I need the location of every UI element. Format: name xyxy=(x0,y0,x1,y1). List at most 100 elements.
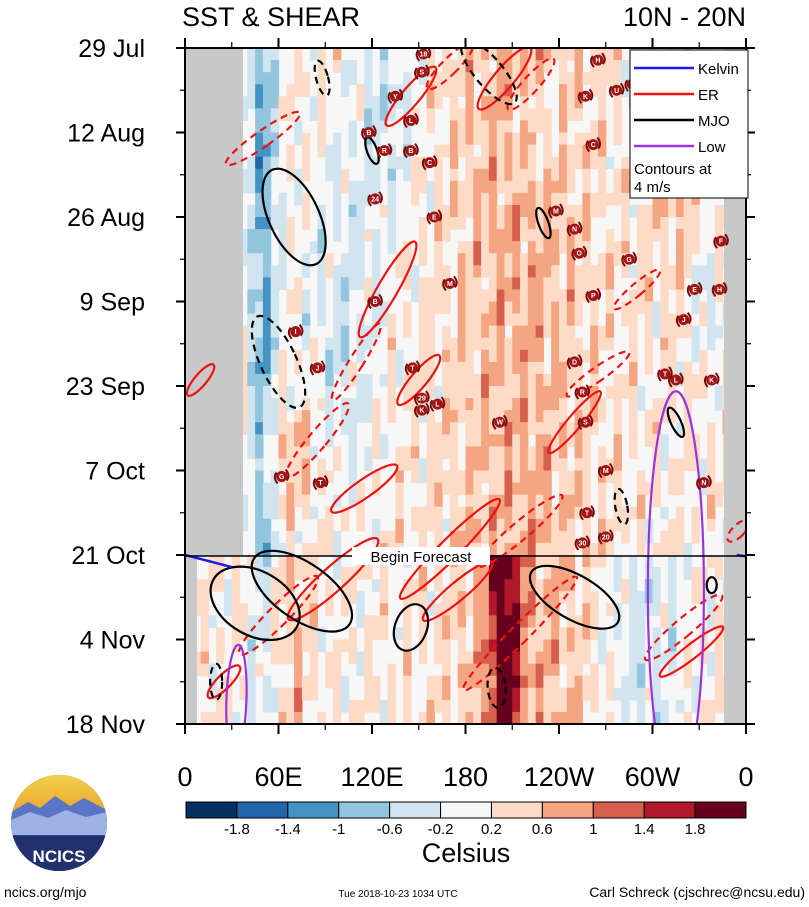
heat-cell xyxy=(301,542,311,556)
heat-cell xyxy=(535,217,545,230)
heat-cell xyxy=(356,204,365,218)
heat-cell xyxy=(535,651,545,665)
heat-cell xyxy=(535,301,545,315)
heat-cell xyxy=(605,386,615,399)
heat-cell xyxy=(294,289,303,303)
heat-cell xyxy=(481,591,490,604)
heat-cell xyxy=(504,120,513,134)
heat-cell xyxy=(605,663,615,677)
heat-cell xyxy=(457,615,467,629)
heat-cell xyxy=(543,325,552,339)
heat-cell xyxy=(387,337,396,351)
heat-cell xyxy=(325,651,334,665)
heat-cell xyxy=(270,204,280,218)
heat-cell xyxy=(473,422,482,435)
heat-cell xyxy=(527,530,537,544)
storm-marker-dot xyxy=(405,114,417,126)
heat-cell xyxy=(597,60,607,73)
heat-cell xyxy=(200,711,209,724)
heat-cell xyxy=(481,494,490,508)
heat-cell xyxy=(621,192,630,206)
heat-cell xyxy=(309,663,319,677)
heat-cell xyxy=(278,687,287,701)
heat-cell xyxy=(582,615,591,629)
heat-cell xyxy=(551,398,560,411)
heat-cell xyxy=(644,482,654,496)
heat-cell xyxy=(262,204,272,218)
heat-cell xyxy=(559,373,568,387)
heat-cell xyxy=(566,530,576,544)
heat-cell xyxy=(613,108,622,122)
heat-cell xyxy=(473,398,482,411)
heat-cell xyxy=(387,168,396,182)
heat-cell xyxy=(410,506,420,520)
heat-cell xyxy=(239,108,248,122)
heat-cell xyxy=(442,518,451,532)
storm-marker: B xyxy=(403,142,419,159)
heat-cell xyxy=(551,458,560,472)
heat-cell xyxy=(465,168,474,182)
heat-cell xyxy=(426,494,435,508)
heat-cell xyxy=(683,711,693,724)
heat-cell xyxy=(270,349,280,363)
heat-cell xyxy=(449,506,459,520)
heat-cell xyxy=(512,651,521,665)
heat-cell xyxy=(481,349,490,363)
heat-cell xyxy=(597,132,607,146)
heat-cell xyxy=(543,530,552,544)
heat-cell xyxy=(496,410,506,423)
heat-cell xyxy=(597,96,607,109)
heat-cell xyxy=(683,325,693,339)
heat-cell xyxy=(418,458,428,472)
heat-cell xyxy=(372,180,381,194)
heat-cell xyxy=(449,627,459,641)
heat-cell xyxy=(605,518,615,532)
heat-cell xyxy=(496,373,506,387)
heat-cell xyxy=(457,204,467,218)
storm-marker-swirl xyxy=(426,209,443,225)
heat-cell xyxy=(262,229,272,242)
storm-marker: N xyxy=(696,474,712,491)
heat-cell xyxy=(543,60,552,73)
heat-cell xyxy=(481,627,490,641)
heat-cell xyxy=(247,386,256,399)
heat-cell xyxy=(348,699,358,713)
heat-cell xyxy=(247,48,256,61)
heat-cell xyxy=(613,458,622,472)
heat-cell xyxy=(535,687,545,701)
heat-cell xyxy=(660,615,669,629)
heat-cell xyxy=(473,168,482,182)
heat-cell xyxy=(512,277,521,291)
heat-cell xyxy=(535,313,545,327)
heat-cell xyxy=(473,470,482,484)
storm-marker-swirl xyxy=(273,468,290,485)
heat-cell xyxy=(418,72,428,85)
heat-cell xyxy=(574,687,583,701)
heat-cell xyxy=(527,253,537,266)
heat-cell xyxy=(504,591,513,604)
heat-cell xyxy=(465,289,474,303)
heat-cell xyxy=(449,108,459,122)
heat-cell xyxy=(442,398,451,411)
heat-cell xyxy=(512,639,521,653)
heat-cell xyxy=(356,398,365,411)
heat-cell xyxy=(535,627,545,641)
heat-cell xyxy=(255,530,264,544)
storm-marker-swirl xyxy=(577,88,594,104)
heat-cell xyxy=(535,337,545,351)
forecast-label-box xyxy=(352,547,490,565)
heat-cell xyxy=(590,325,599,339)
mjo-contour xyxy=(209,565,301,642)
heat-cell xyxy=(527,398,537,411)
heat-cell xyxy=(317,627,326,641)
heat-cell xyxy=(317,518,326,532)
heat-cell xyxy=(574,96,583,109)
heat-cell xyxy=(496,132,506,146)
heat-cell xyxy=(543,663,552,677)
heat-cell xyxy=(442,373,451,387)
heat-cell xyxy=(582,434,591,447)
heat-cell xyxy=(426,699,435,713)
heat-cell xyxy=(333,687,342,701)
heat-cell xyxy=(582,204,591,218)
heat-cell xyxy=(566,651,576,665)
